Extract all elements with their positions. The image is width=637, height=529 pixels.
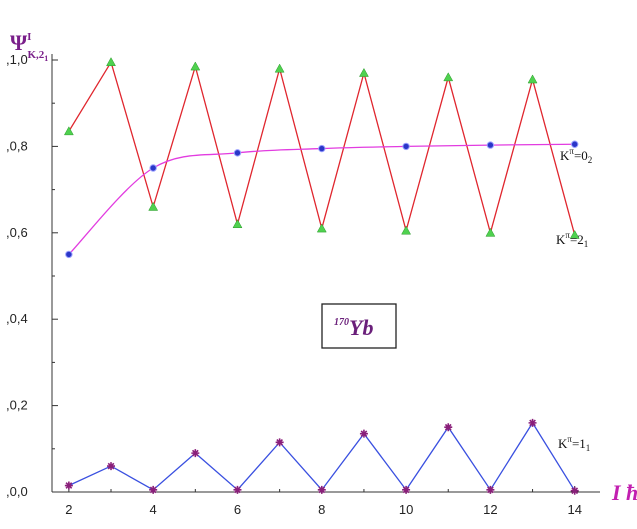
- data-point-circle: [571, 140, 579, 148]
- data-point-star: [317, 485, 326, 494]
- series-label-0: Kπ=21: [556, 230, 588, 249]
- series-lines: [68, 60, 576, 492]
- data-point-star: [486, 485, 495, 494]
- data-point-star: [570, 486, 579, 495]
- x-axis-label: I ħ: [611, 480, 637, 505]
- data-point-star: [64, 481, 73, 490]
- series-label-2: Kπ=11: [558, 434, 590, 453]
- data-point-triangle: [190, 61, 201, 71]
- x-tick-label: 14: [567, 502, 581, 517]
- data-point-star: [444, 423, 453, 432]
- data-point-star: [402, 485, 411, 494]
- data-point-star: [275, 438, 284, 447]
- x-tick-label: 10: [399, 502, 413, 517]
- data-point-triangle: [316, 223, 327, 233]
- data-point-triangle: [485, 227, 496, 237]
- data-point-circle: [149, 164, 157, 172]
- x-tick-label: 8: [318, 502, 325, 517]
- data-point-triangle: [232, 219, 243, 229]
- data-point-triangle: [274, 63, 285, 73]
- data-point-triangle: [359, 67, 369, 77]
- series-label-1: Kπ=02: [560, 146, 592, 165]
- y-axis-label: ΨI K,21: [10, 30, 48, 63]
- series-line-1: [68, 143, 575, 255]
- data-point-triangle: [106, 57, 116, 67]
- data-point-triangle: [569, 229, 580, 239]
- data-point-circle: [486, 141, 495, 149]
- y-tick-label: ,0,4: [6, 311, 28, 326]
- data-point-star: [149, 485, 158, 494]
- x-tick-label: 4: [150, 502, 157, 517]
- data-point-star: [528, 418, 537, 427]
- data-point-triangle: [443, 72, 454, 82]
- x-tick-label: 2: [65, 502, 72, 517]
- data-point-triangle: [527, 74, 538, 84]
- data-point-star: [107, 462, 116, 471]
- y-tick-label: ,1,0: [6, 52, 28, 67]
- series-line-2: [68, 421, 576, 492]
- data-point-triangle: [401, 225, 412, 235]
- data-point-triangle: [148, 201, 159, 211]
- data-point-circle: [318, 144, 326, 153]
- nucleus-label: 170Yb: [334, 315, 373, 340]
- data-point-star: [191, 449, 200, 458]
- data-point-star: [233, 485, 242, 494]
- x-tick-label: 12: [483, 502, 497, 517]
- data-point-triangle: [63, 126, 74, 136]
- y-tick-label: ,0,8: [6, 138, 28, 153]
- data-point-circle: [402, 142, 410, 151]
- data-point-star: [359, 429, 368, 438]
- tick-labels: ,0,0 ,0,2 ,0,4 ,0,6 ,0,8 ,1,0 2 4 6 8 10 12 14: [6, 52, 582, 517]
- y-tick-label: ,0,6: [6, 225, 28, 240]
- chart-labels: Kπ=21 Kπ=02 Kπ=11 ΨI K,21 I ħ 170Yb: [10, 30, 637, 505]
- data-point-circle: [233, 149, 242, 157]
- y-tick-label: ,0,0: [6, 484, 28, 499]
- data-point-circle: [65, 250, 73, 259]
- nucleus-box: [321, 303, 397, 349]
- x-tick-label: 6: [234, 502, 241, 517]
- series-markers: [63, 57, 580, 495]
- axes: [51, 54, 600, 493]
- y-tick-label: ,0,2: [6, 398, 28, 413]
